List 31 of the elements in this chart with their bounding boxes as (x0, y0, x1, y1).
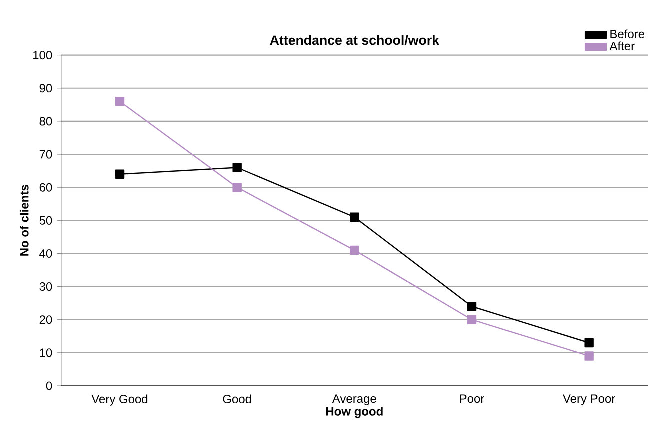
point (584, 352, 594, 361)
point (350, 212, 360, 222)
point (232, 182, 242, 192)
y-tick-label: 70 (40, 150, 52, 159)
y-tick-label: 10 (40, 348, 52, 358)
y-tick-label: 90 (40, 84, 52, 93)
point (467, 302, 477, 312)
y-tick-label: 20 (40, 316, 52, 324)
point (467, 315, 477, 324)
y-tick-label: 0 (46, 382, 52, 390)
y-tick-label: 40 (40, 249, 52, 258)
point (115, 170, 125, 179)
x-tick-label: Very Poor (563, 394, 616, 406)
x-axis-title: How good (326, 407, 383, 418)
point (350, 246, 360, 256)
y-tick-label: 60 (40, 183, 52, 192)
x-tick-label: Average (332, 394, 376, 406)
y-tick-label: 50 (40, 216, 52, 225)
point (115, 97, 125, 106)
y-tick-label: 100 (34, 51, 52, 60)
y-axis-title: No of clients (20, 185, 29, 256)
legend-label: Before (610, 30, 645, 38)
x-tick-label: Poor (460, 394, 484, 404)
legend-label: After (610, 42, 635, 51)
point (584, 338, 594, 348)
y-tick-label: 80 (40, 117, 52, 126)
point (232, 163, 242, 172)
x-tick-label: Good (223, 394, 252, 404)
y-tick-label: 30 (40, 282, 52, 292)
x-tick-label: Very Good (92, 394, 148, 406)
chart-title: Attendance at school/work (270, 35, 440, 46)
